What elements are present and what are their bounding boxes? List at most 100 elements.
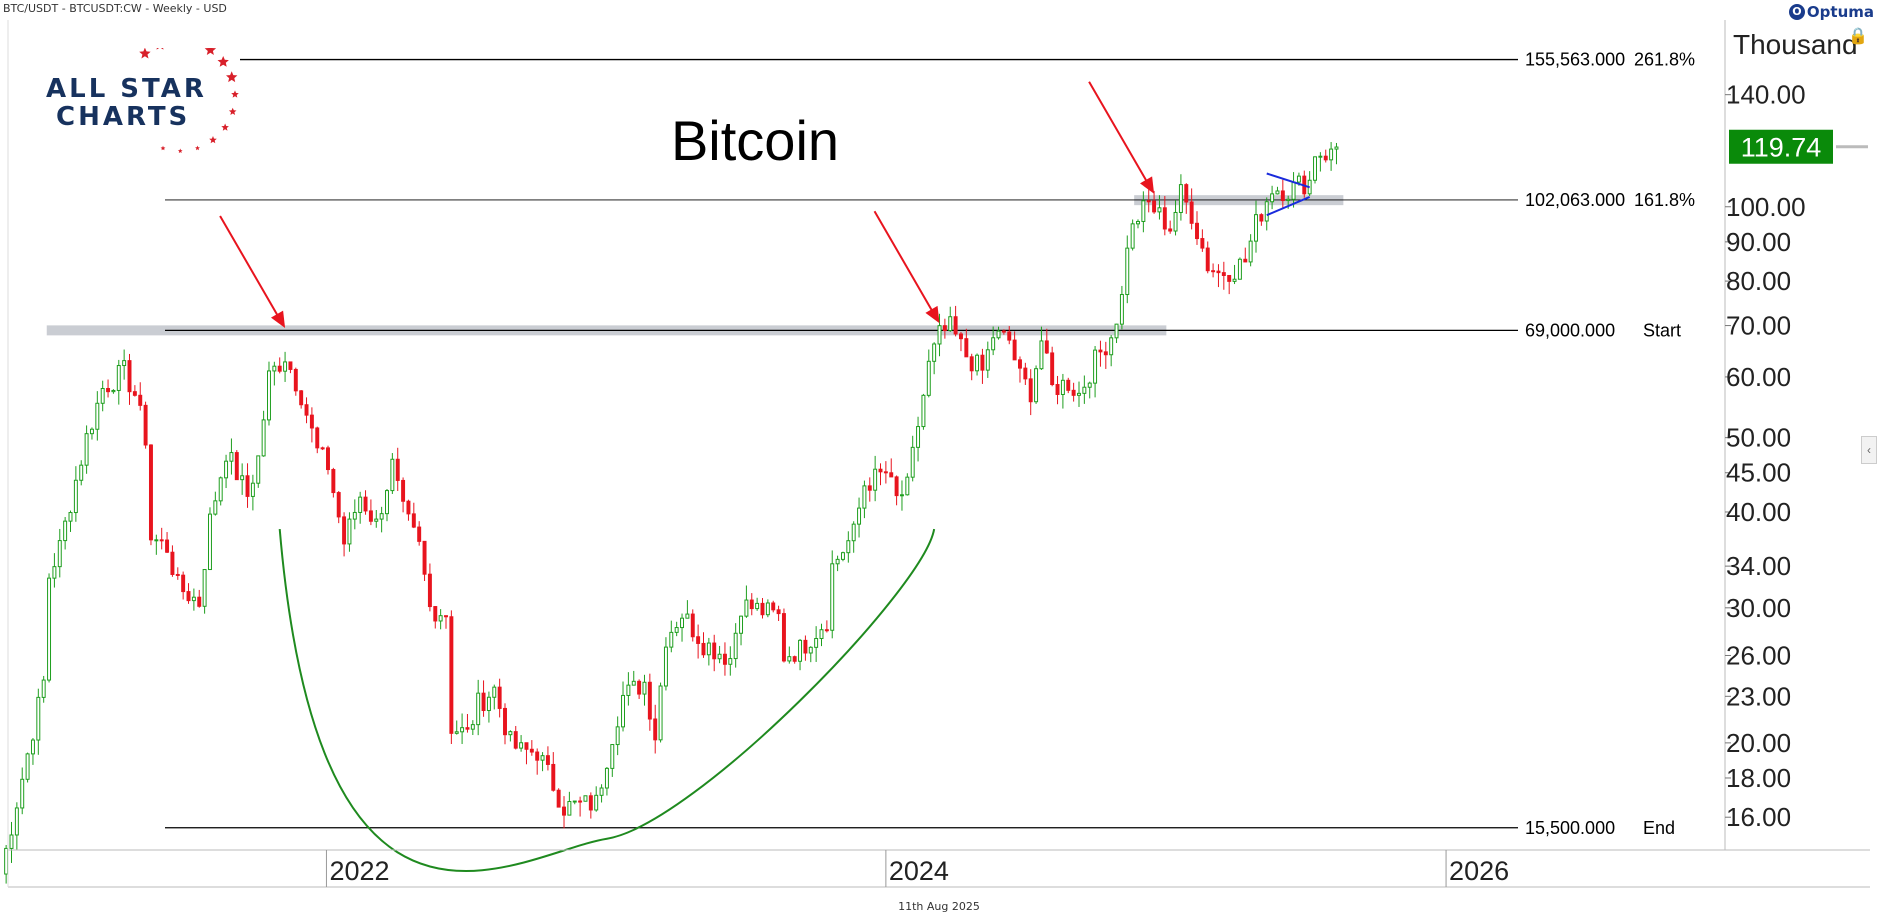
candle-down	[1152, 190, 1157, 214]
candle-body	[712, 642, 717, 660]
level-price-label: 69,000.000	[1525, 320, 1615, 340]
collapse-panel-button[interactable]: ‹	[1861, 436, 1877, 464]
candle-down	[701, 632, 706, 658]
candle-body	[878, 468, 883, 473]
candle-body	[1178, 184, 1183, 213]
candle-down	[771, 600, 776, 613]
candle-body	[1082, 386, 1087, 394]
candle-up	[991, 326, 996, 356]
candle-body	[132, 391, 137, 396]
candle-body	[1259, 214, 1264, 222]
candle-body	[985, 349, 990, 371]
candle-up	[717, 645, 722, 664]
candle-body	[191, 596, 196, 602]
candle-body	[4, 847, 9, 875]
candle-down	[883, 461, 888, 484]
candle-up	[1039, 326, 1044, 370]
candle-body	[73, 479, 78, 514]
candle-down	[1050, 346, 1055, 387]
candle-down	[465, 714, 470, 733]
candle-body	[846, 540, 851, 554]
candle-up	[111, 389, 116, 394]
arrow-head-2	[925, 305, 940, 324]
candle-up	[352, 499, 357, 530]
candle-body	[476, 692, 481, 726]
candle-body	[1023, 367, 1028, 380]
candle-down	[288, 361, 293, 374]
candle-up	[1318, 152, 1323, 172]
candle-body	[100, 388, 105, 404]
candle-up	[814, 626, 819, 662]
candle-up	[948, 306, 953, 332]
candle-down	[320, 446, 325, 451]
candle-up	[41, 675, 46, 703]
candle-body	[889, 472, 894, 478]
candle-up	[846, 531, 851, 563]
candle-down	[326, 445, 330, 475]
candle-body	[283, 361, 288, 372]
candle-down	[513, 725, 518, 750]
candle-up	[347, 512, 352, 552]
arrow-head-1	[270, 310, 286, 328]
y-tick-label: 30.00	[1726, 593, 1791, 623]
candle-up	[540, 752, 545, 772]
candle-down	[1205, 241, 1210, 274]
candle-body	[9, 834, 14, 849]
candle-up	[1034, 365, 1039, 404]
candle-body	[411, 513, 416, 528]
candle-down	[980, 348, 985, 384]
candle-down	[1227, 274, 1232, 295]
arrow-shaft-1	[219, 215, 280, 319]
candle-up	[765, 599, 770, 618]
x-axis: 2022 2024 2026	[7, 20, 1870, 888]
candle-body	[224, 460, 229, 479]
candle-body	[1216, 270, 1221, 274]
candle-down	[503, 703, 507, 745]
candle-down	[722, 642, 727, 676]
candle-body	[1119, 294, 1124, 325]
candle-down	[749, 593, 754, 616]
candle-down	[234, 450, 239, 481]
x-tick-label-2024: 2024	[889, 856, 949, 886]
candle-up	[1109, 335, 1114, 367]
logo-line2: CHARTS	[56, 102, 191, 132]
x-tick-label-2026: 2026	[1449, 856, 1509, 886]
candle-down	[406, 499, 411, 521]
y-tick-label: 26.00	[1726, 640, 1791, 670]
candle-body	[610, 744, 615, 769]
y-tick-label: 100.00	[1726, 192, 1806, 222]
candle-body	[696, 636, 701, 644]
candle-body	[803, 639, 808, 654]
candle-body	[776, 609, 781, 615]
candle-up	[1093, 346, 1098, 398]
candle-up	[224, 454, 229, 489]
lock-icon[interactable]: 🔒	[1848, 28, 1868, 45]
candle-body	[202, 569, 207, 607]
candle-body	[1012, 339, 1017, 361]
y-tick-label: 90.00	[1726, 227, 1791, 257]
candle-up	[744, 585, 749, 618]
candle-up	[669, 620, 674, 653]
last-price-label: 119.74	[1741, 133, 1822, 163]
candle-down	[942, 318, 947, 339]
candle-up	[358, 491, 363, 524]
candle-body	[315, 427, 320, 449]
candle-up	[857, 497, 862, 538]
candle-up	[84, 425, 89, 474]
candle-up	[808, 646, 813, 663]
candle-body	[1028, 378, 1033, 403]
candle-body	[422, 540, 427, 575]
candle-up	[1237, 257, 1242, 280]
candle-body	[197, 596, 202, 607]
candle-up	[374, 509, 379, 528]
candle-down	[427, 563, 432, 612]
candle-body	[111, 389, 116, 393]
candle-down	[690, 609, 695, 642]
candle-up	[1334, 142, 1339, 165]
candle-body	[1205, 247, 1210, 272]
candle-body	[390, 458, 395, 492]
candle-down	[878, 463, 883, 486]
candle-down	[781, 608, 786, 663]
candle-body	[245, 475, 250, 497]
